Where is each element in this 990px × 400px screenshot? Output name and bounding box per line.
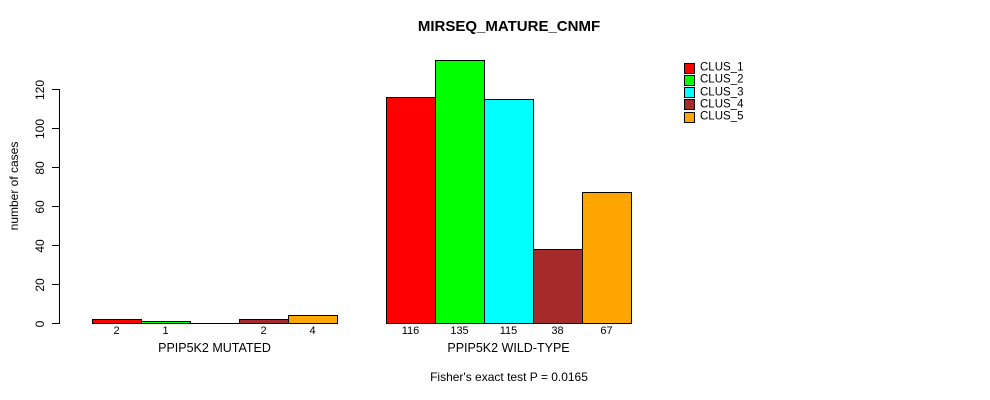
y-axis-tick-label: 100	[33, 118, 47, 139]
bar-value-label: 1	[162, 325, 169, 337]
y-axis-tick	[52, 245, 59, 246]
y-axis-tick-label: 20	[33, 277, 47, 292]
y-axis-tick	[52, 167, 59, 168]
chart-title: MIRSEQ_MATURE_CNMF	[417, 18, 601, 35]
bar-clus_4	[533, 248, 583, 324]
y-axis-tick	[52, 128, 59, 129]
legend-label-clus_4: CLUS_4	[700, 98, 744, 111]
legend-swatch-clus_2	[684, 74, 695, 86]
bar-value-label: 115	[499, 325, 518, 337]
y-axis-tick-label: 120	[33, 79, 47, 100]
legend-swatch-clus_4	[684, 99, 695, 111]
y-axis-tick	[52, 206, 59, 207]
legend-label-clus_5: CLUS_5	[700, 110, 744, 123]
bar-clus_2	[435, 59, 485, 324]
y-axis-tick-label: 80	[33, 160, 47, 175]
y-axis-title: number of cases	[7, 141, 21, 231]
bar-clus_4	[239, 319, 289, 324]
bar-value-label: 38	[551, 325, 564, 337]
bar-clus_2	[141, 321, 191, 324]
bar-clus_5	[582, 192, 632, 324]
bar-clus_1	[92, 319, 142, 324]
legend-swatch-clus_5	[684, 111, 695, 123]
y-axis-tick-label: 60	[33, 199, 47, 214]
legend-swatch-clus_1	[684, 62, 695, 74]
y-axis-tick-label: 0	[33, 320, 47, 327]
bar-value-label: 4	[309, 325, 316, 337]
bar-value-label: 2	[260, 325, 267, 337]
bar-value-label: 116	[401, 325, 420, 337]
group-label: PPIP5K2 WILD-TYPE	[447, 341, 570, 355]
group-label: PPIP5K2 MUTATED	[158, 341, 271, 355]
y-axis-tick	[52, 284, 59, 285]
legend-label-clus_3: CLUS_3	[700, 85, 744, 98]
bar-value-label: 67	[600, 325, 613, 337]
y-axis-line	[59, 89, 60, 324]
bar-clus_5	[288, 315, 338, 324]
y-axis-tick-label: 40	[33, 238, 47, 253]
fisher-test-note: Fisher's exact test P = 0.0165	[430, 370, 588, 384]
bar-clus_3-zero	[190, 323, 240, 324]
bar-clus_1	[386, 96, 436, 324]
legend-label-clus_2: CLUS_2	[700, 73, 744, 86]
legend-label-clus_1: CLUS_1	[700, 61, 744, 74]
y-axis-tick	[52, 323, 59, 324]
y-axis-tick	[52, 89, 59, 90]
legend-swatch-clus_3	[684, 87, 695, 99]
bar-clus_3	[484, 98, 534, 324]
bar-value-label: 135	[450, 325, 469, 337]
bar-value-label: 2	[113, 325, 120, 337]
